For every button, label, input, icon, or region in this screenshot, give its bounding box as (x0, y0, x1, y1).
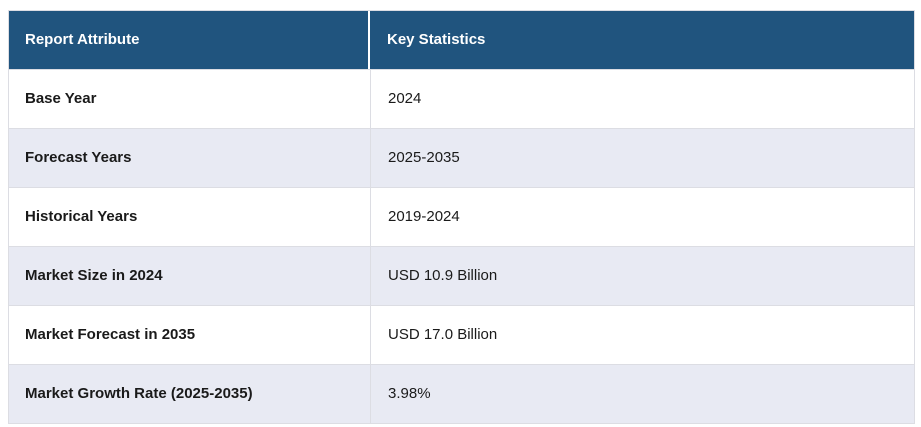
value-cell: USD 17.0 Billion (388, 326, 498, 343)
table-row-market-forecast: Market Forecast in 2035 USD 17.0 Billion (9, 305, 914, 364)
attribute-cell: Market Forecast in 2035 (9, 306, 371, 364)
table-row-forecast-years: Forecast Years 2025-2035 (9, 128, 914, 187)
attribute-cell: Base Year (9, 70, 371, 128)
table-row-historical-years: Historical Years 2019-2024 (9, 187, 914, 246)
value-cell: 3.98% (388, 385, 431, 402)
attribute-cell: Market Size in 2024 (9, 247, 371, 305)
value-cell: 2019-2024 (388, 208, 460, 225)
attribute-cell: Forecast Years (9, 129, 371, 187)
value-cell: 2025-2035 (388, 149, 460, 166)
table-row-market-size: Market Size in 2024 USD 10.9 Billion (9, 246, 914, 305)
value-cell: USD 10.9 Billion (388, 267, 498, 284)
report-statistics-table: Report Attribute Key Statistics Base Yea… (8, 10, 915, 424)
table-header-row: Report Attribute Key Statistics (9, 11, 914, 69)
table-row-base-year: Base Year 2024 (9, 69, 914, 128)
column-header-key-statistics: Key Statistics (387, 31, 486, 48)
column-header-report-attribute: Report Attribute (9, 11, 370, 69)
attribute-cell: Historical Years (9, 188, 371, 246)
table-row-growth-rate: Market Growth Rate (2025-2035) 3.98% (9, 364, 914, 423)
attribute-cell: Market Growth Rate (2025-2035) (9, 365, 371, 423)
value-cell: 2024 (388, 90, 422, 107)
